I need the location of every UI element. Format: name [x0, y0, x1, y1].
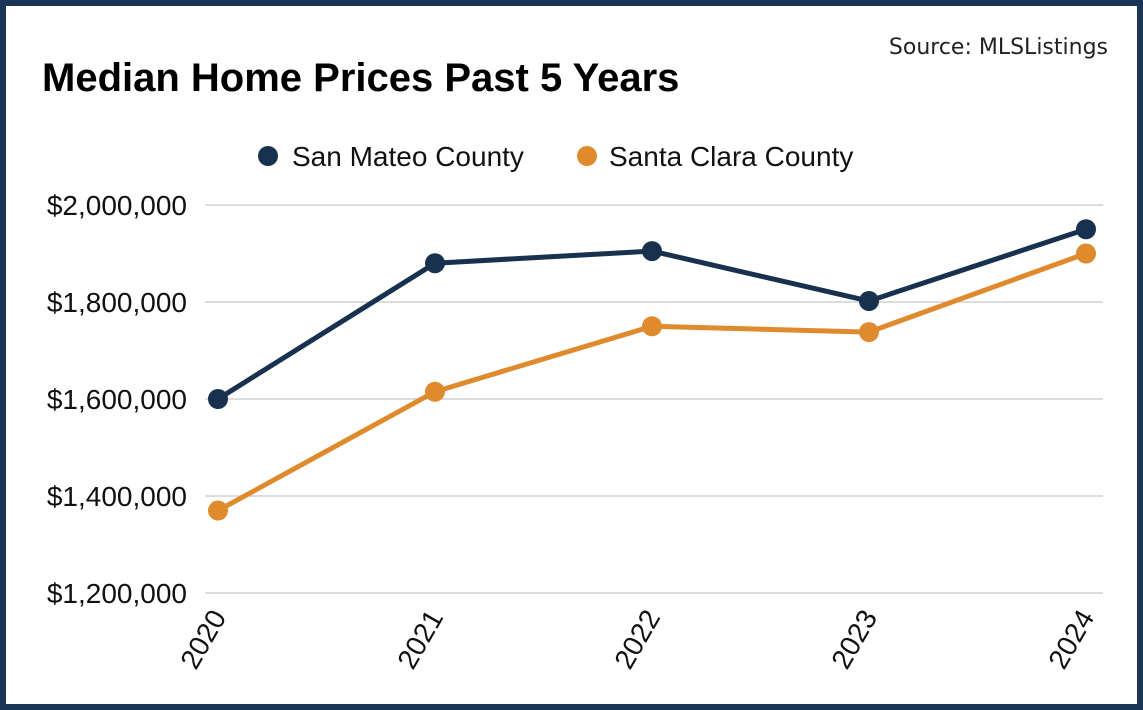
- data-point: [642, 316, 662, 337]
- data-point: [208, 389, 228, 409]
- x-tick-label: 2021: [391, 605, 449, 674]
- legend-marker-santa-clara: [577, 146, 597, 166]
- legend-label-san-mateo: San Mateo County: [292, 141, 524, 172]
- legend: San Mateo County Santa Clara County: [258, 141, 853, 172]
- data-point: [859, 291, 879, 312]
- data-point: [208, 500, 228, 521]
- x-tick-label: 2020: [174, 605, 232, 674]
- data-point: [425, 381, 445, 402]
- legend-label-santa-clara: Santa Clara County: [609, 141, 853, 172]
- legend-marker-san-mateo: [258, 146, 278, 166]
- source-note: Source: MLSListings: [889, 35, 1108, 60]
- data-point: [1076, 219, 1096, 240]
- y-tick-label: $1,200,000: [47, 578, 187, 609]
- data-point: [859, 322, 879, 343]
- y-tick-label: $1,800,000: [47, 287, 187, 318]
- x-tick-label: 2022: [608, 605, 666, 674]
- y-axis-ticks: $2,000,000 $1,800,000 $1,600,000 $1,400,000…: [47, 190, 187, 609]
- series-line: [216, 251, 1087, 513]
- y-tick-label: $1,600,000: [47, 384, 187, 415]
- grid-lines: [205, 204, 1103, 594]
- x-axis-ticks: 2020 2021 2022 2023 2024: [174, 605, 1100, 674]
- series-lines: [208, 219, 1096, 521]
- series-0: [208, 219, 1096, 409]
- data-point: [425, 253, 445, 274]
- data-point: [1076, 243, 1096, 264]
- y-tick-label: $1,400,000: [47, 481, 187, 512]
- series-1: [208, 243, 1096, 521]
- y-tick-label: $2,000,000: [47, 190, 187, 221]
- chart-title: Median Home Prices Past 5 Years: [42, 56, 679, 100]
- x-tick-label: 2024: [1042, 605, 1100, 674]
- data-point: [642, 241, 662, 262]
- x-tick-label: 2023: [825, 605, 883, 674]
